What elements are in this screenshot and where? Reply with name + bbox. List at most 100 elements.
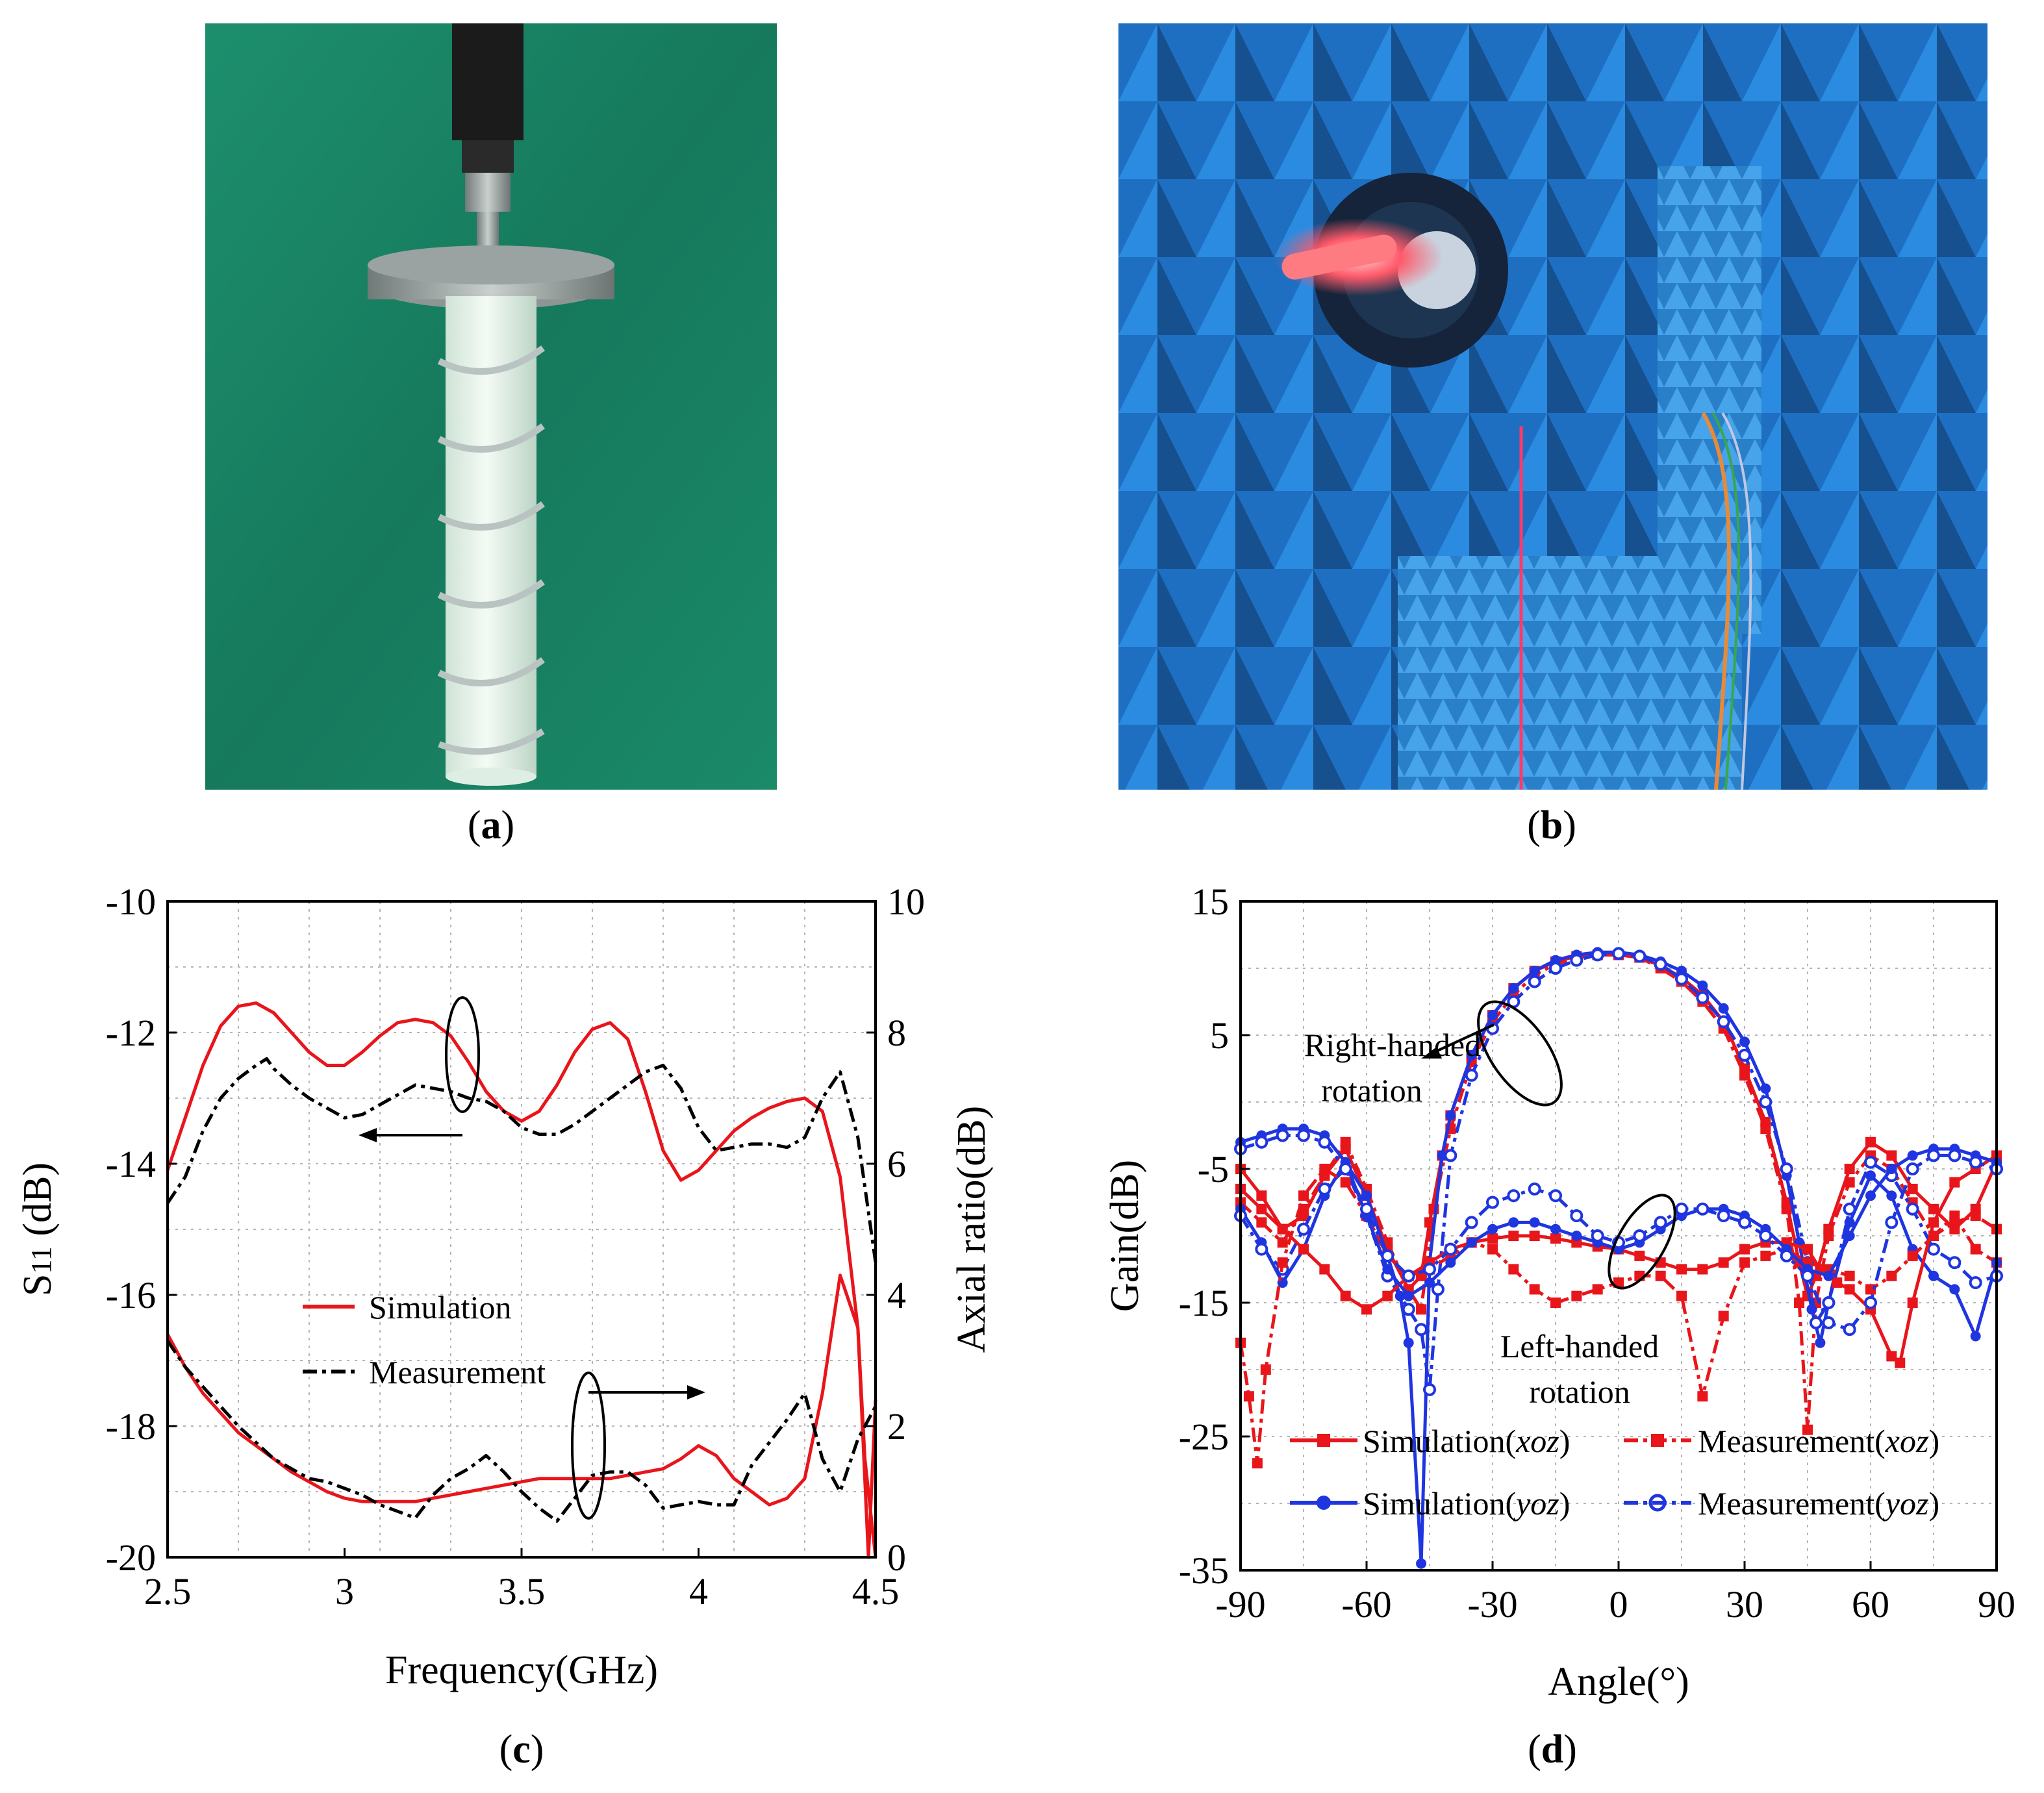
data-point-circle-open [1759,1229,1773,1242]
chart-c-ylabel: S11 (dB) [16,1162,60,1296]
data-point-circle [1403,1337,1414,1348]
data-point-circle-open [1843,1202,1856,1216]
data-point-circle-open [1528,975,1541,988]
data-point-square [1260,1364,1271,1375]
data-point-circle-open [1780,1249,1793,1262]
data-point-circle-open [1696,991,1710,1005]
data-point-circle-open [1360,1202,1373,1216]
data-point-circle-open [1822,1296,1836,1309]
data-point-circle [1823,1270,1834,1281]
chart-d-arrow-co-pol-head [1421,1047,1442,1059]
data-point-circle [1445,1257,1456,1268]
chart-d-annotation-right-handed-line2: rotation [1321,1072,1422,1109]
data-point-square [1865,1136,1876,1147]
data-point-circle-open [1675,972,1688,986]
x-tick-label: 0 [1609,1583,1628,1625]
data-point-square [1907,1183,1918,1194]
y-tick-label: -20 [106,1536,156,1579]
panel-label-c: (c) [499,1727,544,1772]
data-point-circle [1865,1170,1876,1181]
data-point-square [1508,1264,1519,1275]
chart-d-arrow-co-pol-line [1428,1023,1495,1056]
data-point-circle-open [1906,1162,1919,1175]
y-tick-label: 15 [1191,881,1229,923]
chart-c-ticks: 2.5 3 3.5 4 4.5 -10 -12 -14 -16 -18 -20 10 8 6 4 2 0 [106,881,925,1612]
data-point-square [1970,1210,1981,1222]
data-point-circle-open [1885,1216,1899,1229]
data-point-square [1550,1298,1561,1308]
data-point-circle [1466,1049,1477,1060]
data-point-square [1760,1123,1771,1135]
data-point-circle-open [1633,1229,1647,1242]
data-point-circle [1424,1277,1435,1288]
data-point-circle [1697,980,1708,991]
data-point-square [1243,1391,1254,1402]
data-point-square [1907,1250,1918,1261]
chart-c-ellipse-left [445,996,480,1113]
data-point-square [1655,1270,1666,1281]
data-point-square [1277,1257,1288,1268]
data-point-square [1739,1070,1750,1081]
chart-d-series-group [1234,947,2003,1569]
data-point-square [1319,1264,1330,1275]
data-point-square [1832,1277,1843,1288]
chart-c-y2label: Axial ratio(dB) [950,1106,994,1353]
data-point-circle [1949,1284,1960,1295]
chart-d-legend-sim-yoz: Simulation(yoz) [1290,1485,1570,1522]
data-point-circle [1487,1010,1498,1021]
data-point-circle-open [1843,1323,1856,1336]
data-point-square [1382,1290,1393,1301]
series-line-simulation-right [166,1273,877,1559]
chart-c: 2.5 3 3.5 4 4.5 -10 -12 -14 -16 -18 -20 10 8 6 4 2 0 Sim… [16,881,994,1692]
data-point-square [1571,1290,1582,1301]
panel-label-a: (a) [467,803,515,847]
data-point-square [1487,1244,1498,1255]
chart-c-grid [168,901,876,1557]
y-tick-label: -18 [106,1405,156,1448]
data-point-circle [1760,1083,1771,1094]
data-point-circle-open [1675,1202,1688,1216]
x-tick-label: 4.5 [852,1570,900,1612]
data-point-circle-open [1654,1216,1667,1229]
y2-tick-label: 10 [887,881,925,923]
data-point-circle [1445,1110,1456,1121]
data-point-square [1529,1284,1540,1295]
chart-c-legend: Simulation Measurement [303,1289,546,1390]
data-point-square [1508,1231,1519,1241]
data-point-circle-open [1717,1015,1730,1029]
data-point-circle-open [1528,1182,1541,1196]
series-line-measurement-right [166,1340,877,1523]
x-tick-label: 3 [335,1570,354,1612]
data-point-circle-open [1444,1242,1457,1256]
data-point-square [1895,1357,1906,1368]
panel-label-b: (b) [1527,803,1576,847]
y2-tick-label: 2 [887,1405,906,1448]
data-point-circle-open [1339,1162,1352,1175]
data-point-square [1298,1190,1309,1201]
data-point-square [1949,1217,1960,1228]
data-point-circle [1508,983,1519,994]
data-point-square [1277,1237,1288,1248]
data-point-circle [1361,1190,1372,1201]
data-point-square [1697,1264,1708,1275]
photo-b-anechoic-chamber [1118,23,1987,790]
data-point-square [1928,1231,1939,1241]
data-point-circle-open [1297,1222,1310,1236]
data-point-square [1298,1244,1309,1255]
data-point-circle-open [1402,1303,1415,1316]
data-point-circle [1886,1164,1897,1174]
data-point-circle [1403,1290,1414,1301]
x-tick-label: -30 [1467,1583,1517,1625]
data-point-circle-open [1423,1262,1436,1276]
chart-c-xlabel: Frequency(GHz) [385,1648,658,1692]
data-point-circle-open [1927,1242,1940,1256]
data-point-circle-open [1318,1135,1331,1149]
data-point-circle-open [1654,957,1667,971]
anechoic-chamber-photo-icon [1118,23,1987,790]
data-point-circle-open [1969,1276,1982,1290]
data-point-circle-open [1759,1096,1773,1109]
data-point-circle-open [1864,1296,1877,1309]
data-point-square [1697,1391,1708,1402]
chart-c-arrow-right-head [687,1385,705,1399]
data-point-circle [1571,1231,1582,1241]
